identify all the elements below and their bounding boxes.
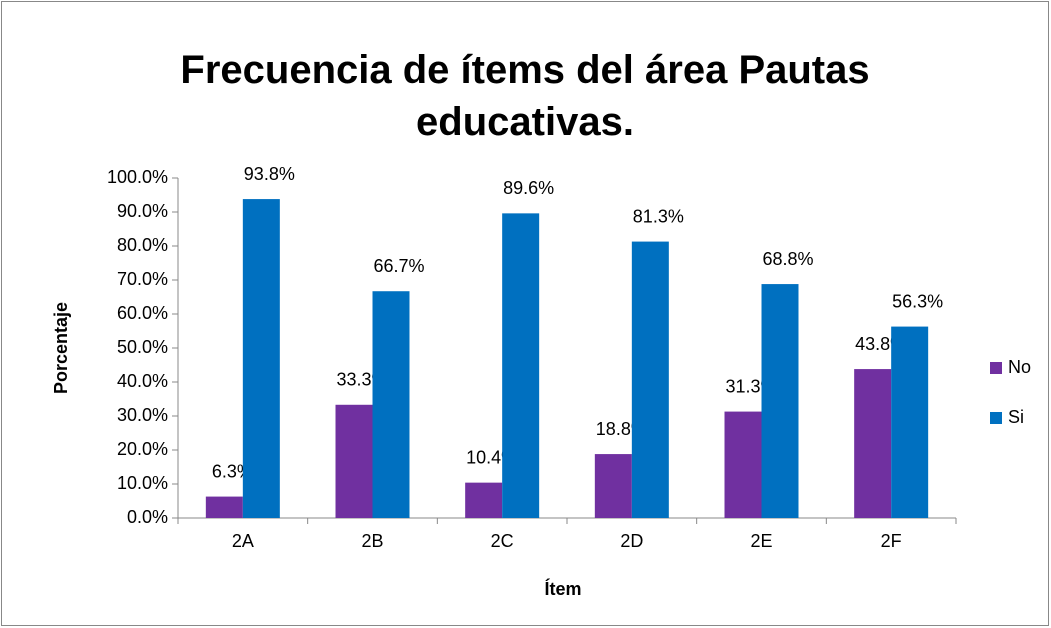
bar [502,213,540,519]
chart-title: Frecuencia de ítems del área Pautas educ… [180,48,870,144]
x-tick-label: 2D [620,531,643,551]
bar [631,241,669,518]
bar [891,326,929,518]
y-tick-label: 10.0% [117,473,168,493]
y-tick-label: 0.0% [127,507,168,527]
y-tick-label: 100.0% [107,167,168,187]
legend-swatch [990,412,1002,424]
data-label: 56.3% [892,291,943,311]
y-tick-label: 90.0% [117,201,168,221]
x-tick-label: 2B [361,531,383,551]
data-label: 66.7% [373,256,424,276]
bar [372,291,410,518]
y-tick-label: 40.0% [117,371,168,391]
data-label: 93.8% [244,164,295,184]
bar [242,199,280,518]
y-tick-label: 20.0% [117,439,168,459]
y-tick-label: 80.0% [117,235,168,255]
x-axis-label: Ítem [544,578,581,599]
bar [465,482,503,518]
bar [724,411,762,518]
x-tick-label: 2E [750,531,772,551]
bar [854,369,892,518]
y-tick-label: 60.0% [117,303,168,323]
x-tick-label: 2F [881,531,902,551]
y-tick-label: 50.0% [117,337,168,357]
y-tick-label: 70.0% [117,269,168,289]
data-label: 89.6% [503,178,554,198]
bar [594,454,632,518]
bar [205,496,243,518]
legend-label: Si [1008,407,1024,427]
data-label: 81.3% [633,206,684,226]
y-axis-label: Porcentaje [51,302,71,394]
data-label: 6.3% [212,461,253,481]
legend-label: No [1008,357,1031,377]
legend-swatch [990,362,1002,374]
bar [761,284,799,518]
y-tick-label: 30.0% [117,405,168,425]
x-tick-label: 2A [232,531,254,551]
bar [335,404,373,518]
x-tick-label: 2C [491,531,514,551]
data-label: 68.8% [762,249,813,269]
